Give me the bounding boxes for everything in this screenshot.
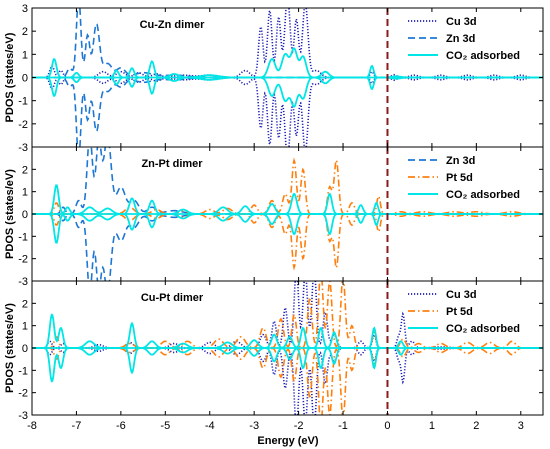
panel-1: -3 -2 -1 0 1 2 3 Cu-Zn dimer PDOS (states/eV) Cu … <box>4 3 544 154</box>
plot-area <box>32 8 543 147</box>
panels-layer: -3 -2 -1 0 1 2 3 Cu-Zn dimer PDOS (states/eV) Cu … <box>4 3 544 432</box>
y-tick-label: 0 <box>22 209 28 221</box>
y-tick-label: 1 <box>22 49 28 61</box>
x-tick-label: -5 <box>160 420 170 432</box>
series-2-line-spin-down <box>32 76 543 147</box>
panel-title: Cu-Zn dimer <box>140 19 205 31</box>
series-2-line-spin-down <box>32 213 543 271</box>
y-tick-label: 2 <box>22 164 28 176</box>
series-2-line-spin-up <box>32 157 543 215</box>
y-tick-label: 2 <box>22 26 28 38</box>
y-tick-label: -1 <box>18 365 28 377</box>
y-tick-label: 0 <box>22 73 28 85</box>
y-tick-label: 1 <box>22 187 28 199</box>
panel-title: Cu-Pt dimer <box>141 292 204 304</box>
legend-entry-label: CO₂ adsorbed <box>446 323 520 335</box>
x-tick-label: -7 <box>72 420 82 432</box>
legend-entry-label: Zn 3d <box>446 155 475 167</box>
y-tick-label: -3 <box>18 276 28 288</box>
x-tick-label: 3 <box>518 420 524 432</box>
x-tick-label: -3 <box>249 420 259 432</box>
y-tick-label: -3 <box>18 142 28 154</box>
x-tick-label: 1 <box>429 420 435 432</box>
series-3-line-spin-down <box>32 347 543 383</box>
series-1-line-spin-down <box>32 76 543 147</box>
legend-entry-label: Pt 5d <box>446 172 473 184</box>
y-tick-label: 3 <box>22 3 28 15</box>
y-tick-label: -1 <box>18 231 28 243</box>
y-tick-label: -2 <box>18 388 28 400</box>
legend-entry-label: Pt 5d <box>446 306 473 318</box>
series-1-line-spin-up <box>32 281 543 349</box>
y-axis-label: PDOS (states/eV) <box>4 32 16 122</box>
y-tick-label: -1 <box>18 96 28 108</box>
series-2-line-spin-down <box>32 347 543 415</box>
legend-entry-label: CO₂ adsorbed <box>446 189 520 201</box>
plot-area <box>32 281 543 415</box>
legend-entry-label: Cu 3d <box>446 289 477 301</box>
plot-area <box>32 147 543 281</box>
legend: Zn 3d Pt 5d CO₂ adsorbed <box>408 155 520 201</box>
x-tick-label: 2 <box>473 420 479 432</box>
x-tick-label: -8 <box>27 420 37 432</box>
x-tick-label: -1 <box>338 420 348 432</box>
legend-entry-label: Cu 3d <box>446 16 477 28</box>
series-1-line-spin-down <box>32 347 543 415</box>
x-tick-label: -4 <box>205 420 215 432</box>
y-tick-label: -2 <box>18 119 28 131</box>
x-tick-label: -6 <box>116 420 126 432</box>
y-axis-label: PDOS (states/eV) <box>4 169 16 259</box>
legend-entry-label: CO₂ adsorbed <box>446 50 520 62</box>
y-tick-label: 0 <box>22 343 28 355</box>
y-tick-label: -2 <box>18 254 28 266</box>
y-axis-label: PDOS (states/eV) <box>4 303 16 393</box>
x-axis-label: Energy (eV) <box>257 435 318 447</box>
panel-3: -3 -2 -1 0 1 2 -8 -7 -6 -5 -4 -3 -2 -1 0 1 2 3 Cu-Pt dimer… <box>4 280 544 432</box>
y-tick-label: -3 <box>18 410 28 422</box>
legend-entry-label: Zn 3d <box>446 33 475 45</box>
legend: Cu 3d Zn 3d CO₂ adsorbed <box>408 16 520 62</box>
x-tick-label: 0 <box>384 420 390 432</box>
y-tick-label: 2 <box>22 298 28 310</box>
x-tick-label: -2 <box>294 420 304 432</box>
panel-2: -3 -2 -1 0 1 2 Zn-Pt dimer PDOS (states/eV) Zn 3… <box>4 146 544 288</box>
panel-title: Zn-Pt dimer <box>141 158 203 170</box>
legend: Cu 3d Pt 5d CO₂ adsorbed <box>408 289 520 335</box>
series-3-line-spin-down <box>32 76 543 108</box>
y-tick-label: 1 <box>22 321 28 333</box>
